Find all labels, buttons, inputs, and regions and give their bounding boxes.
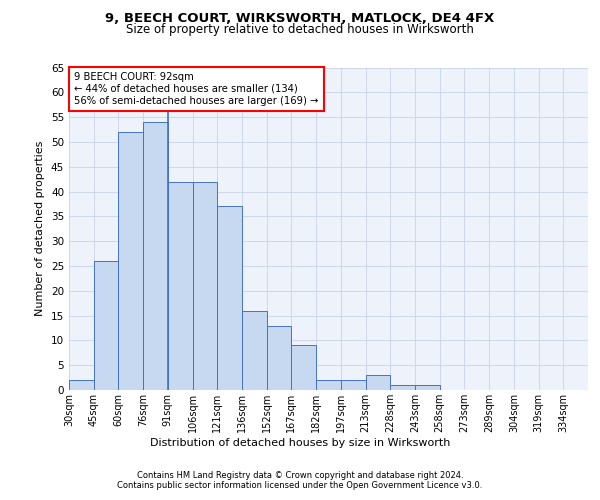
- Bar: [316, 380, 341, 390]
- Text: 9, BEECH COURT, WIRKSWORTH, MATLOCK, DE4 4FX: 9, BEECH COURT, WIRKSWORTH, MATLOCK, DE4…: [106, 12, 494, 26]
- Bar: [390, 385, 415, 390]
- Bar: [193, 182, 217, 390]
- Bar: [365, 375, 390, 390]
- Text: Distribution of detached houses by size in Wirksworth: Distribution of detached houses by size …: [150, 438, 450, 448]
- Text: Size of property relative to detached houses in Wirksworth: Size of property relative to detached ho…: [126, 22, 474, 36]
- Bar: [242, 310, 267, 390]
- Bar: [69, 380, 94, 390]
- Bar: [217, 206, 242, 390]
- Bar: [118, 132, 143, 390]
- Bar: [341, 380, 365, 390]
- Bar: [143, 122, 168, 390]
- Text: Contains public sector information licensed under the Open Government Licence v3: Contains public sector information licen…: [118, 480, 482, 490]
- Bar: [292, 346, 316, 390]
- Bar: [267, 326, 292, 390]
- Text: 9 BEECH COURT: 92sqm
← 44% of detached houses are smaller (134)
56% of semi-deta: 9 BEECH COURT: 92sqm ← 44% of detached h…: [74, 72, 319, 106]
- Text: Contains HM Land Registry data © Crown copyright and database right 2024.: Contains HM Land Registry data © Crown c…: [137, 472, 463, 480]
- Bar: [94, 261, 118, 390]
- Y-axis label: Number of detached properties: Number of detached properties: [35, 141, 46, 316]
- Bar: [168, 182, 193, 390]
- Bar: [415, 385, 440, 390]
